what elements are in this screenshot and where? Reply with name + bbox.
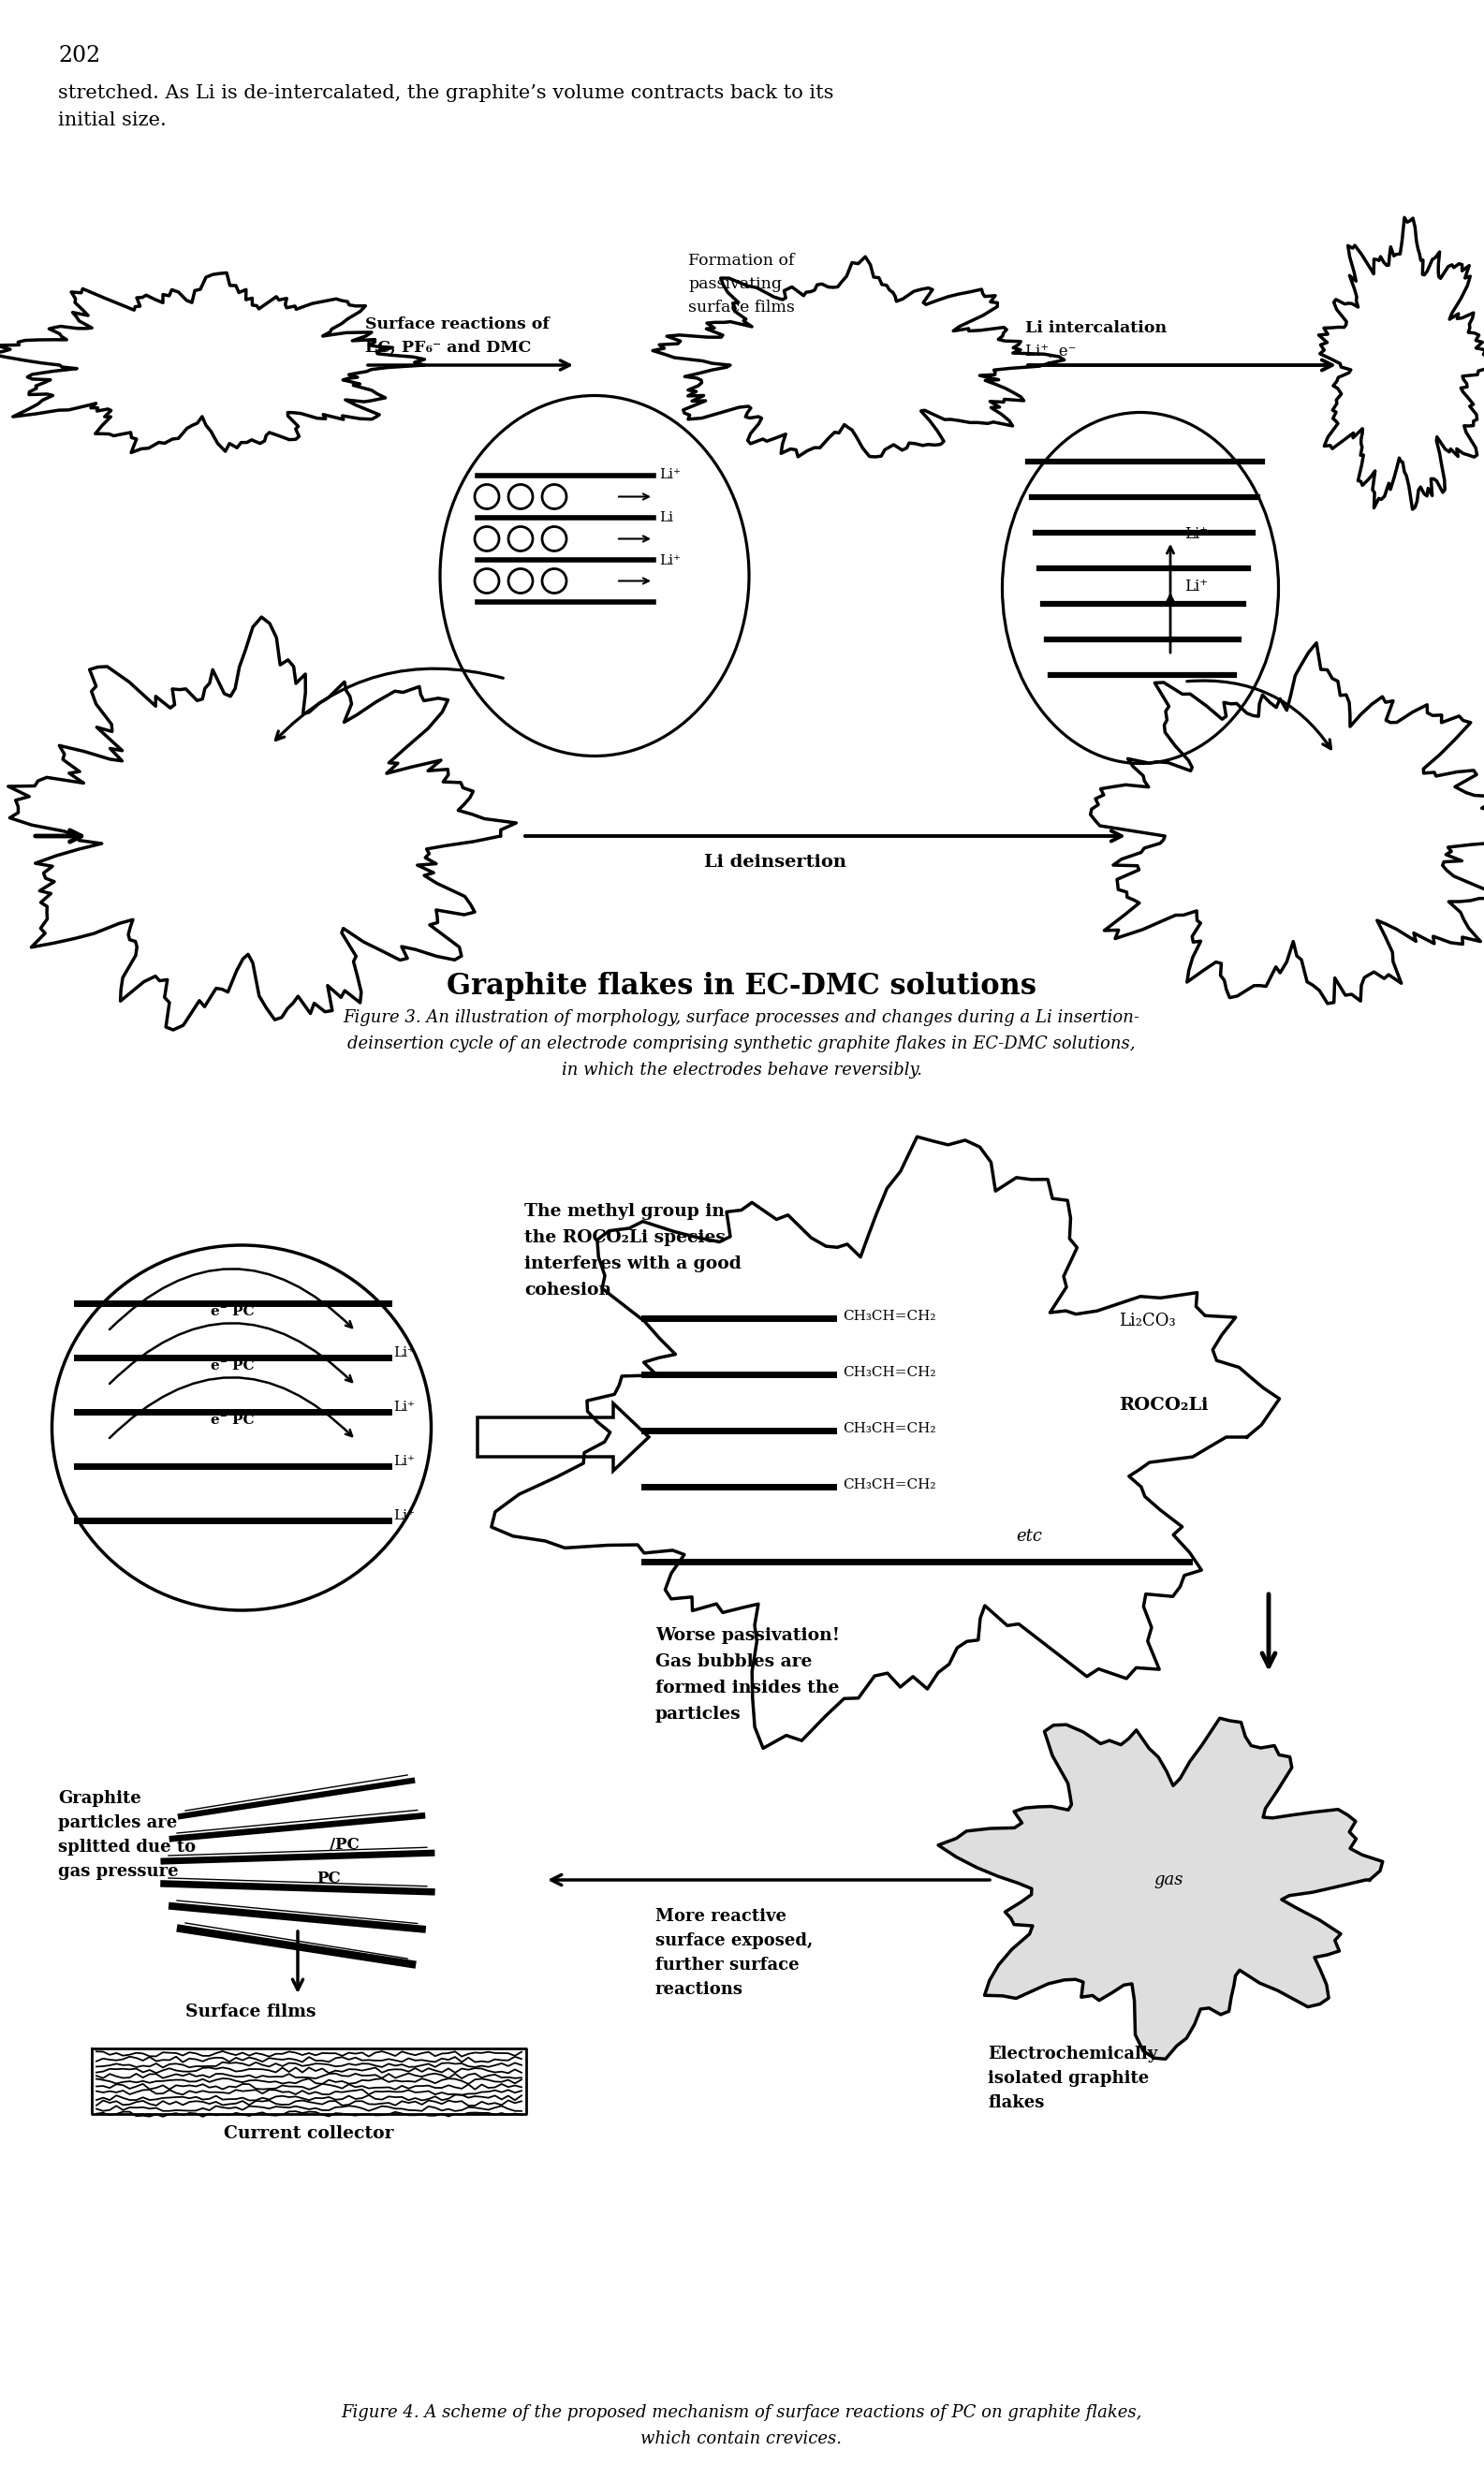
Text: Li⁺: Li⁺: [1184, 525, 1208, 543]
Text: cohesion: cohesion: [524, 1282, 611, 1300]
Text: e⁻ PC: e⁻ PC: [211, 1413, 254, 1428]
Text: stretched. As Li is de-intercalated, the graphite’s volume contracts back to its: stretched. As Li is de-intercalated, the…: [58, 84, 834, 131]
Text: Li⁺, e⁻: Li⁺, e⁻: [1025, 343, 1076, 360]
Text: the ROCO₂Li species: the ROCO₂Li species: [524, 1228, 726, 1245]
Text: flakes: flakes: [988, 2094, 1045, 2111]
Text: Figure 3. An illustration of morphology, surface processes and changes during a : Figure 3. An illustration of morphology,…: [343, 1009, 1140, 1026]
Text: Gas bubbles are: Gas bubbles are: [656, 1652, 812, 1669]
Text: etc: etc: [1017, 1529, 1042, 1544]
Text: CH₃CH=CH₂: CH₃CH=CH₂: [843, 1309, 936, 1322]
Text: which contain crevices.: which contain crevices.: [641, 2431, 843, 2446]
Text: More reactive: More reactive: [656, 1909, 787, 1926]
Text: Electrochemically: Electrochemically: [988, 2047, 1158, 2062]
Text: reactions: reactions: [656, 1980, 743, 1997]
Text: Surface reactions of: Surface reactions of: [365, 316, 549, 333]
Text: particles are: particles are: [58, 1815, 177, 1832]
Text: surface exposed,: surface exposed,: [656, 1933, 813, 1948]
Text: Li⁺: Li⁺: [1184, 580, 1208, 594]
FancyArrow shape: [478, 1403, 649, 1470]
Text: Formation of: Formation of: [689, 254, 794, 269]
Text: Figure 4. A scheme of the proposed mechanism of surface reactions of PC on graph: Figure 4. A scheme of the proposed mecha…: [341, 2404, 1143, 2422]
Text: Worse passivation!: Worse passivation!: [656, 1628, 840, 1645]
Text: CH₃CH=CH₂: CH₃CH=CH₂: [843, 1366, 936, 1378]
Text: EC, PF₆⁻ and DMC: EC, PF₆⁻ and DMC: [365, 340, 531, 355]
Text: ROCO₂Li: ROCO₂Li: [1119, 1396, 1208, 1413]
Text: gas pressure: gas pressure: [58, 1864, 178, 1879]
Text: isolated graphite: isolated graphite: [988, 2069, 1149, 2086]
Text: interferes with a good: interferes with a good: [524, 1255, 742, 1272]
Polygon shape: [938, 1719, 1383, 2059]
Text: deinsertion cycle of an electrode comprising synthetic graphite flakes in EC-DMC: deinsertion cycle of an electrode compri…: [347, 1036, 1135, 1053]
Text: Li⁺: Li⁺: [393, 1401, 414, 1413]
Text: Li⁺: Li⁺: [393, 1346, 414, 1359]
Text: /PC: /PC: [329, 1837, 359, 1852]
Text: Li deinsertion: Li deinsertion: [703, 853, 846, 870]
Text: Li⁺: Li⁺: [659, 555, 681, 567]
Text: CH₃CH=CH₂: CH₃CH=CH₂: [843, 1477, 936, 1492]
Text: particles: particles: [656, 1706, 741, 1724]
Text: 202: 202: [58, 44, 101, 67]
Text: CH₃CH=CH₂: CH₃CH=CH₂: [843, 1423, 936, 1435]
Text: Li⁺: Li⁺: [659, 469, 681, 481]
Text: Li₂CO₃: Li₂CO₃: [1119, 1312, 1175, 1329]
Text: PC: PC: [316, 1872, 340, 1886]
Text: gas: gas: [1153, 1872, 1183, 1889]
Text: further surface: further surface: [656, 1956, 800, 1973]
Text: Li intercalation: Li intercalation: [1025, 321, 1166, 335]
Text: e⁻ PC: e⁻ PC: [211, 1305, 254, 1319]
Text: Current collector: Current collector: [224, 2126, 393, 2143]
Text: passivating: passivating: [689, 276, 782, 291]
Text: Graphite: Graphite: [58, 1790, 141, 1808]
Text: Surface films: Surface films: [186, 2002, 316, 2020]
Text: Li⁺: Li⁺: [393, 1509, 414, 1522]
Text: e⁻ PC: e⁻ PC: [211, 1359, 254, 1374]
Text: surface films: surface films: [689, 298, 795, 316]
Text: Li: Li: [659, 510, 674, 525]
Text: Li⁺: Li⁺: [393, 1455, 414, 1467]
Text: formed insides the: formed insides the: [656, 1679, 840, 1697]
Text: splitted due to: splitted due to: [58, 1840, 196, 1854]
Text: in which the electrodes behave reversibly.: in which the electrodes behave reversibl…: [561, 1063, 922, 1078]
Text: Graphite flakes in EC-DMC solutions: Graphite flakes in EC-DMC solutions: [447, 972, 1036, 1001]
Text: The methyl group in: The methyl group in: [524, 1203, 724, 1221]
